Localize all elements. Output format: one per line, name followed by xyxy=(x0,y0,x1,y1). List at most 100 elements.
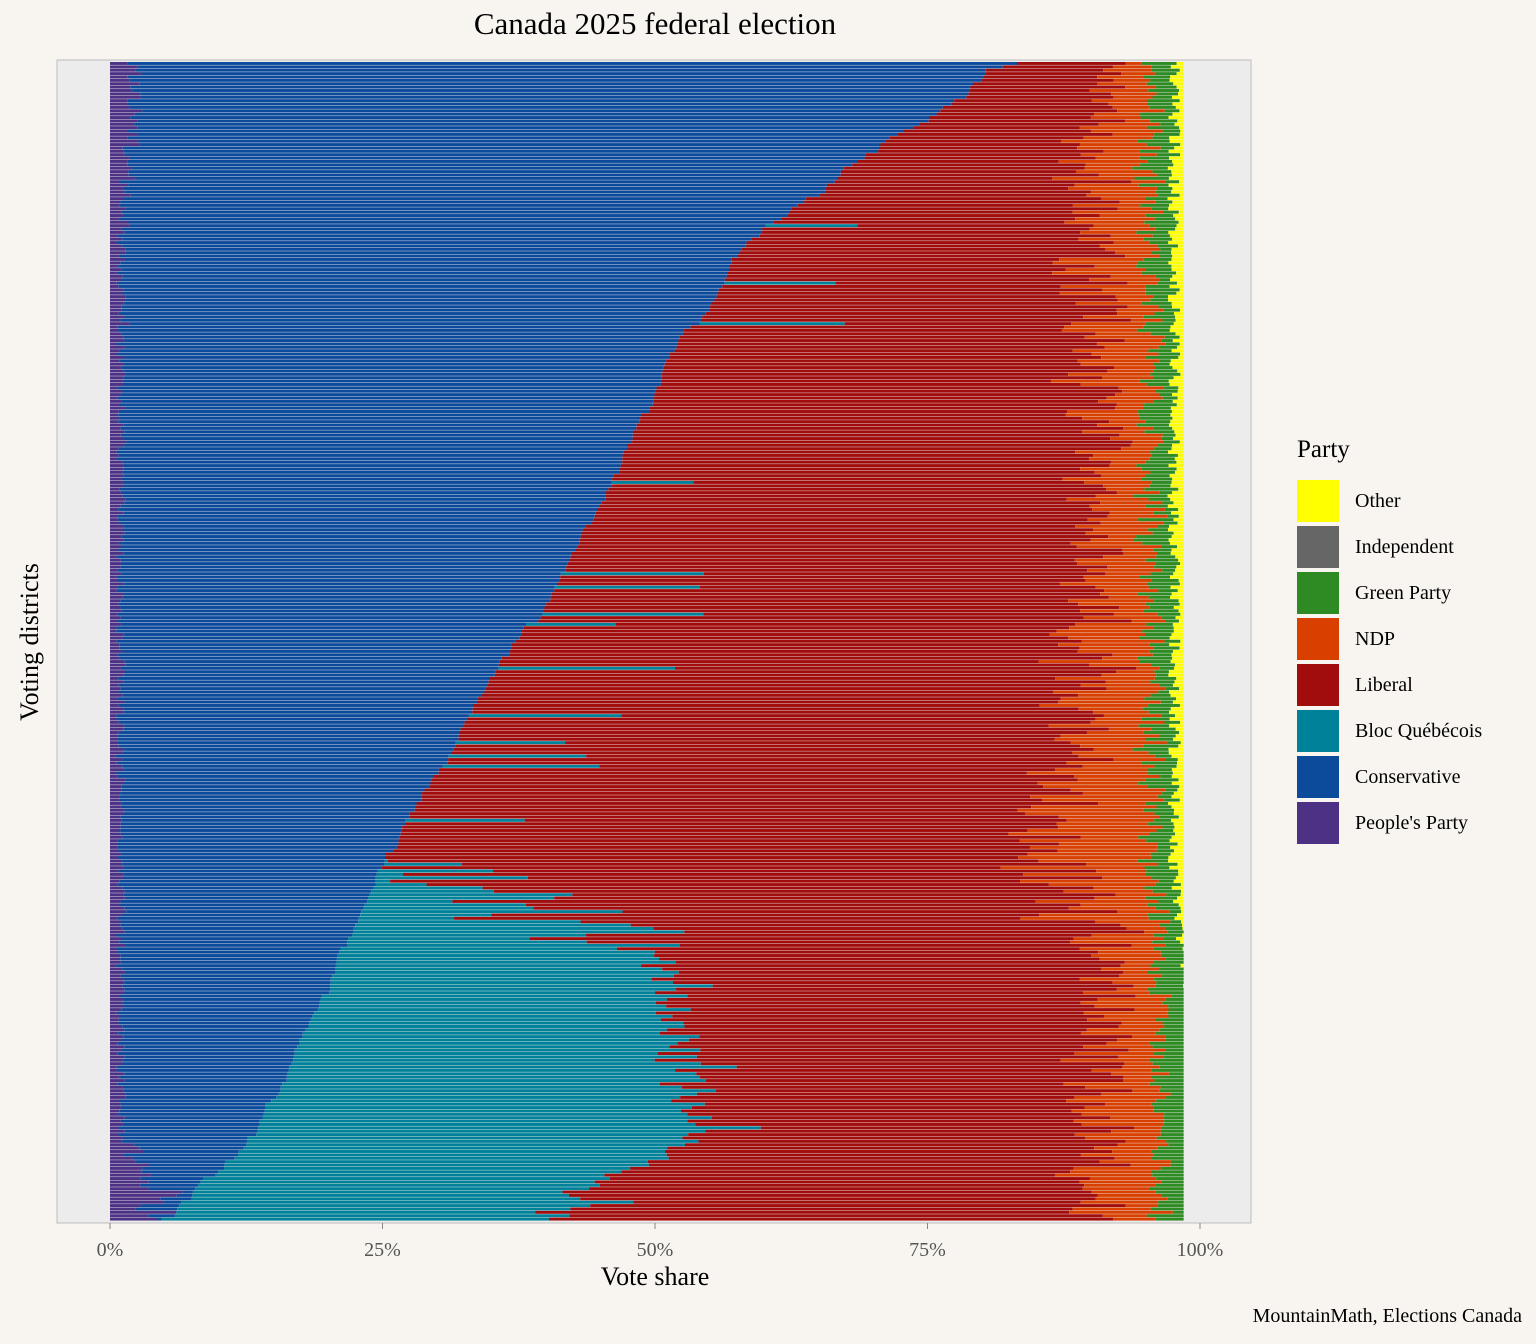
bar-segment-ppc xyxy=(110,1075,119,1079)
bar-segment-grn xyxy=(1158,524,1170,528)
bar-segment-con xyxy=(120,599,551,603)
bar-segment-oth xyxy=(1167,504,1184,508)
bar-segment-ndp xyxy=(1080,1031,1156,1035)
bar-segment-ppc xyxy=(110,237,123,241)
bar-segment-con xyxy=(139,82,973,86)
bar-segment-bq xyxy=(353,930,685,934)
bar-segment-ppc xyxy=(110,724,125,728)
bar-segment-ndp xyxy=(1070,788,1166,792)
bar-segment-ndp xyxy=(1114,1156,1152,1160)
bar-segment-grn xyxy=(1164,1025,1184,1028)
bar-segment-oth xyxy=(1171,633,1184,636)
bar-segment-ndp xyxy=(1077,146,1161,150)
bar-segment-grn xyxy=(1162,433,1176,437)
bar-segment-grn xyxy=(1143,75,1171,79)
bar-segment-lib xyxy=(666,1028,1087,1032)
bar-segment-ndp xyxy=(1074,1052,1155,1055)
bar-segment-oth xyxy=(1169,541,1184,545)
bar-segment-con xyxy=(125,251,740,255)
bar-segment-oth xyxy=(1171,190,1184,194)
bar-segment-ppc xyxy=(110,957,121,961)
bar-segment-ppc xyxy=(110,1200,164,1204)
bar-segment-lib xyxy=(696,1092,1101,1096)
bar-segment-ndp xyxy=(1052,261,1138,265)
bar-segment-bq xyxy=(560,572,704,576)
bar-segment-con xyxy=(119,795,422,799)
bar-segment-con xyxy=(122,278,725,282)
bar-segment-con xyxy=(160,1197,192,1201)
bar-segment-lib xyxy=(522,629,1057,633)
bar-segment-con xyxy=(121,913,361,917)
bar-segment-con xyxy=(123,423,637,427)
bar-segment-lib xyxy=(668,1156,1115,1160)
bar-segment-lib xyxy=(453,747,1094,751)
bar-segment-ppc xyxy=(110,116,131,119)
bar-segment-lib xyxy=(641,964,1121,968)
bar-segment-ndp xyxy=(1094,470,1151,474)
bar-segment-ndp xyxy=(1056,822,1148,826)
bar-segment-lib xyxy=(572,893,1116,897)
bar-segment-con xyxy=(118,869,378,873)
bar-segment-con xyxy=(124,339,679,343)
bar-segment-con xyxy=(124,257,732,261)
bar-segment-ppc xyxy=(110,1048,122,1052)
bar-segment-oth xyxy=(1168,149,1184,153)
bar-segment-ppc xyxy=(110,89,133,92)
bar-segment-lib xyxy=(684,930,1145,934)
bar-segment-con xyxy=(124,987,331,991)
bar-segment-lib xyxy=(929,116,1091,119)
bar-segment-oth xyxy=(1171,170,1184,174)
bar-segment-oth xyxy=(1173,822,1184,826)
bar-segment-ppc xyxy=(110,504,121,508)
bar-segment-lib xyxy=(461,862,1087,866)
bar-segment-oth xyxy=(1171,257,1184,261)
bar-segment-oth xyxy=(1170,413,1184,417)
bar-segment-ppc xyxy=(110,217,119,221)
bar-segment-lib xyxy=(936,112,1095,116)
bar-segment-grn xyxy=(1163,1123,1184,1126)
bar-segment-ppc xyxy=(110,109,143,113)
bar-segment-lib xyxy=(655,389,1123,393)
bar-segment-grn xyxy=(1152,876,1176,880)
bar-segment-oth xyxy=(1167,166,1184,170)
bar-segment-lib xyxy=(601,501,1101,505)
bar-segment-lib xyxy=(491,913,1040,917)
bar-segment-ndp xyxy=(1125,62,1142,65)
bar-segment-bq xyxy=(371,889,494,893)
bar-segment-ppc xyxy=(110,886,123,890)
bar-segment-grn xyxy=(1164,720,1181,724)
bar-segment-con xyxy=(118,856,385,859)
bar-segment-lib xyxy=(485,687,1107,691)
bar-segment-lib xyxy=(424,788,1071,792)
bar-segment-bq xyxy=(309,1021,684,1025)
bar-segment-ndp xyxy=(1135,994,1172,998)
bar-segment-grn xyxy=(1140,203,1170,207)
bar-segment-lib xyxy=(494,673,1102,677)
bar-segment-oth xyxy=(1172,366,1184,370)
bar-segment-con xyxy=(148,1187,196,1191)
bar-segment-con xyxy=(117,585,555,589)
bar-segment-con xyxy=(121,1048,295,1052)
bar-segment-lib xyxy=(655,1001,1081,1005)
bar-segment-grn xyxy=(1162,1021,1184,1025)
bar-segment-bq xyxy=(358,920,581,924)
bar-segment-oth xyxy=(1173,501,1184,505)
bar-segment-con xyxy=(121,535,581,538)
bar-segment-ppc xyxy=(110,285,119,288)
bar-segment-ppc xyxy=(110,1129,125,1133)
bar-segment-ndp xyxy=(1108,535,1137,538)
bar-segment-ppc xyxy=(110,403,120,407)
bar-segment-oth xyxy=(1174,430,1184,434)
bar-segment-grn xyxy=(1152,1045,1184,1049)
bar-segment-lib xyxy=(666,359,1078,363)
bar-segment-grn xyxy=(1150,964,1181,968)
bar-segment-ppc xyxy=(110,315,125,319)
bar-segment-con xyxy=(123,467,620,471)
bar-segment-ppc xyxy=(110,308,122,312)
bar-segment-ndp xyxy=(1092,508,1165,511)
bar-segment-bq xyxy=(330,984,713,988)
bar-segment-oth xyxy=(1175,318,1184,322)
bar-segment-grn xyxy=(1150,572,1174,576)
bar-segment-ppc xyxy=(110,410,119,413)
bar-segment-ppc xyxy=(110,903,120,907)
